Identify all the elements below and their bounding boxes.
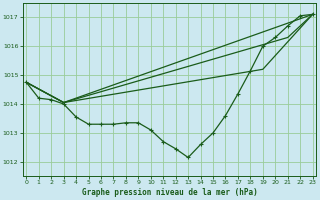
X-axis label: Graphe pression niveau de la mer (hPa): Graphe pression niveau de la mer (hPa) [82,188,257,197]
